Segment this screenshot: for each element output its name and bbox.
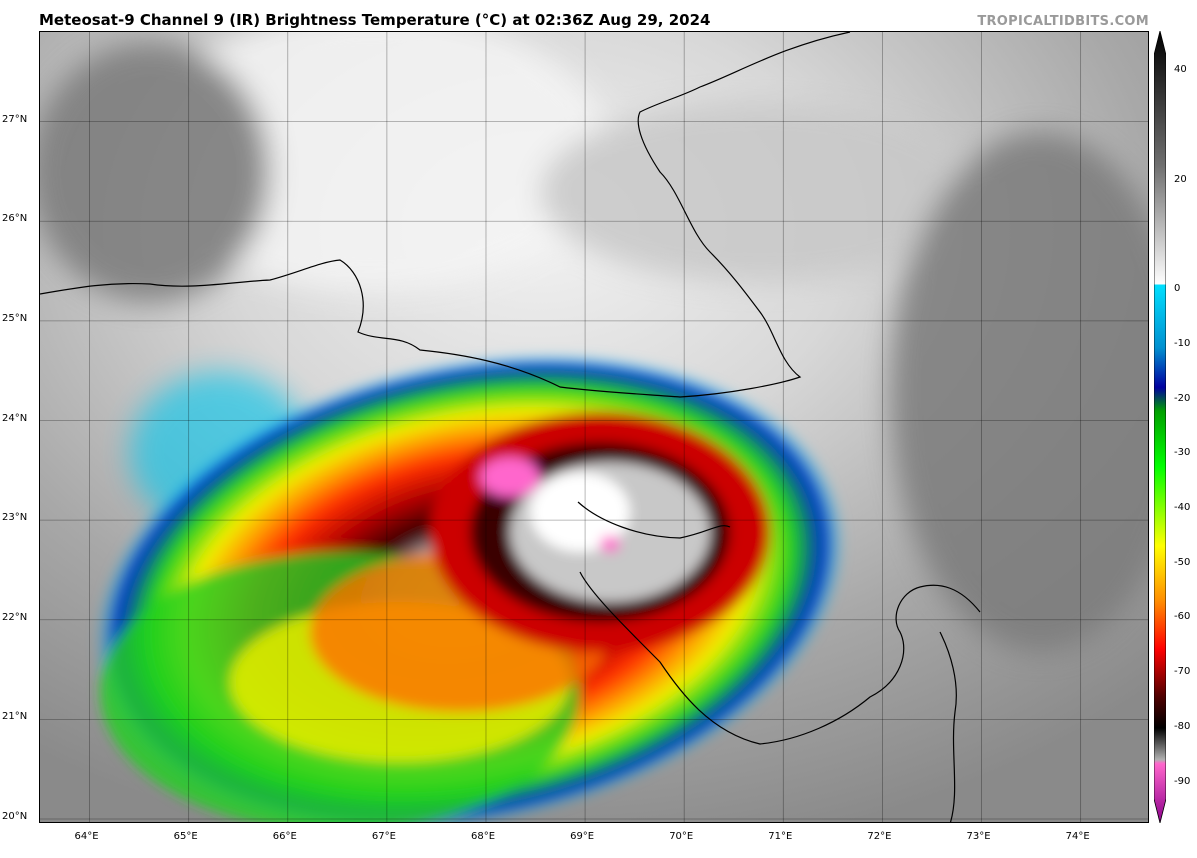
lon-tick-label: 66°E — [272, 831, 297, 842]
colorbar-tick-label: 0 — [1174, 283, 1181, 295]
colorbar-tick-label: -10 — [1174, 337, 1191, 349]
lon-tick-label: 74°E — [1065, 831, 1090, 842]
satellite-imagery — [40, 32, 1148, 822]
lon-tick-label: 72°E — [867, 831, 892, 842]
lon-tick-label: 67°E — [371, 831, 396, 842]
lat-tick-label: 24°N — [2, 412, 28, 424]
lon-tick-label: 71°E — [768, 831, 793, 842]
colorbar-tick-label: 20 — [1174, 173, 1187, 185]
lon-tick-label: 70°E — [669, 831, 694, 842]
colorbar-tick-label: 40 — [1174, 64, 1187, 76]
lat-tick-label: 23°N — [2, 512, 28, 524]
lat-tick-label: 22°N — [2, 611, 28, 623]
colorbar-tick-label: -90 — [1174, 775, 1191, 787]
colorbar-tick-label: -30 — [1174, 447, 1191, 459]
lon-tick-label: 64°E — [74, 831, 99, 842]
colorbar-tick-label: -60 — [1174, 611, 1191, 623]
lat-tick-label: 27°N — [2, 113, 28, 125]
map-title: Meteosat-9 Channel 9 (IR) Brightness Tem… — [39, 11, 711, 29]
grid-lines — [40, 32, 1148, 822]
colorbar-tick-label: -20 — [1174, 392, 1191, 404]
satellite-map[interactable] — [39, 31, 1149, 823]
coastline — [40, 32, 981, 822]
lat-tick-label: 20°N — [2, 811, 28, 823]
colorbar-tick-label: -80 — [1174, 720, 1191, 732]
lon-tick-label: 65°E — [173, 831, 198, 842]
lat-tick-label: 21°N — [2, 711, 28, 723]
colorbar-fill — [1154, 31, 1166, 823]
colorbar-tick-label: -40 — [1174, 502, 1191, 514]
credit-label[interactable]: TROPICALTIDBITS.COM — [977, 14, 1149, 29]
lat-tick-label: 25°N — [2, 312, 28, 324]
lon-tick-label: 69°E — [570, 831, 595, 842]
colorbar-tick-label: -70 — [1174, 666, 1191, 678]
colorbar-tick-label: -50 — [1174, 556, 1191, 568]
lon-tick-label: 68°E — [470, 831, 496, 842]
lon-tick-label: 73°E — [966, 831, 991, 842]
lat-tick-label: 26°N — [2, 213, 28, 225]
colorbar — [1154, 31, 1166, 823]
